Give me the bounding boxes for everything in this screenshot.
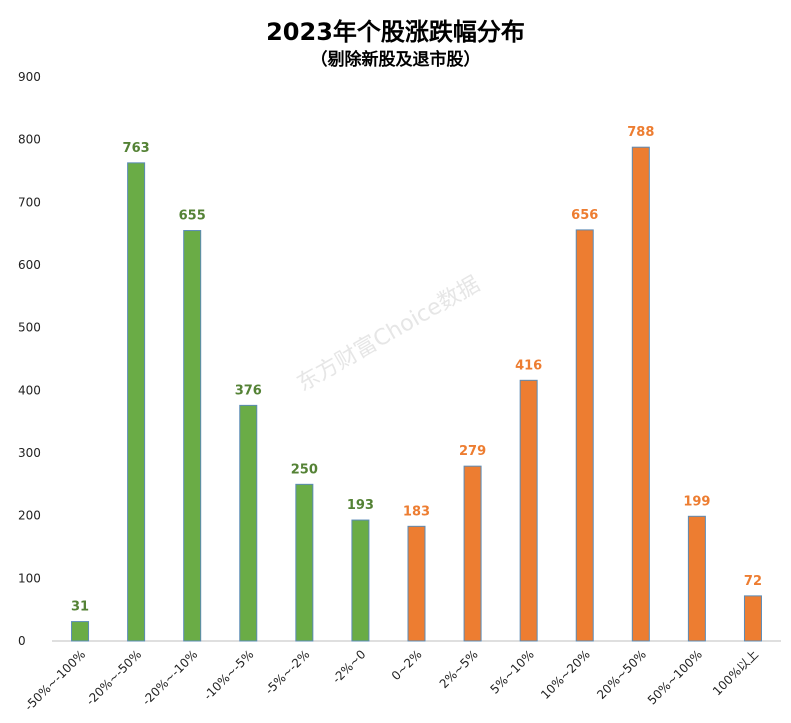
x-tick-label: 10%~20% [538, 647, 593, 702]
y-axis-ticks: 0 100 200 300 400 500 600 700 800 900 [18, 70, 41, 648]
bar [351, 519, 370, 642]
x-axis-ticks: -50%~-100%-20%~-50%-20%~-10% -10%~-5% -5%~… [22, 647, 761, 713]
chart-subtitle: （剔除新股及退市股） [310, 50, 481, 70]
data-label: 655 [179, 209, 206, 224]
data-label: 199 [683, 494, 710, 509]
bar [71, 621, 90, 642]
x-tick-label: 5%~10% [487, 647, 536, 696]
data-label: 250 [291, 462, 318, 477]
y-tick-label: 900 [18, 70, 41, 84]
x-tick-label: 0~2% [389, 647, 425, 683]
x-tick-label: -20%~-10% [139, 647, 200, 708]
data-label: 376 [235, 383, 262, 398]
bar [631, 146, 650, 642]
data-label: 416 [515, 358, 542, 373]
data-label: 31 [71, 600, 89, 615]
bar [519, 379, 538, 642]
x-tick-label: -50%~-100% [22, 647, 88, 713]
data-label: 763 [123, 141, 150, 156]
data-label: 183 [403, 504, 430, 519]
data-label: 193 [347, 498, 374, 513]
x-tick-label: 100%以上 [710, 647, 761, 698]
bar [575, 229, 594, 642]
x-tick-label: -20%~-50% [83, 647, 144, 708]
x-tick-label: 50%~100% [645, 647, 705, 707]
y-tick-label: 0 [18, 634, 26, 648]
bar [407, 525, 426, 642]
data-label: 279 [459, 444, 486, 459]
y-tick-label: 300 [18, 446, 41, 460]
bar [239, 404, 258, 642]
bars [71, 146, 762, 642]
data-label: 788 [627, 125, 654, 140]
data-labels: 31 763 655 376 250 193 183 279 416 656 788 199 72 [71, 125, 762, 614]
data-label: 72 [744, 574, 762, 589]
x-tick-label: 2%~5% [437, 647, 481, 691]
data-label: 656 [571, 208, 598, 223]
y-tick-label: 500 [18, 321, 41, 335]
y-tick-label: 100 [18, 571, 41, 585]
bar [295, 483, 314, 642]
bar [743, 595, 762, 642]
x-tick-label: -5%~-2% [262, 647, 312, 697]
bar [183, 230, 202, 642]
x-tick-label: -2%~0 [330, 647, 369, 686]
y-tick-label: 200 [18, 509, 41, 523]
y-tick-label: 700 [18, 195, 41, 209]
chart-title: 2023年个股涨跌幅分布 [266, 18, 525, 46]
y-tick-label: 800 [18, 133, 41, 147]
x-tick-label: 20%~50% [594, 647, 649, 702]
x-tick-label: -10%~-5% [201, 647, 256, 702]
bar [127, 162, 146, 642]
y-tick-label: 400 [18, 383, 41, 397]
bar [463, 465, 482, 642]
y-tick-label: 600 [18, 258, 41, 272]
bar [687, 515, 706, 642]
